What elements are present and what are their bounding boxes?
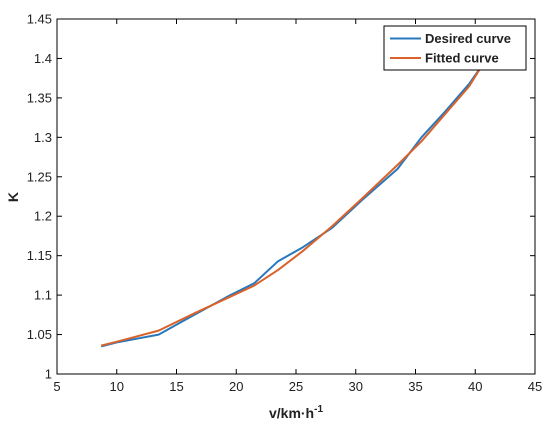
x-axis-label: v/km·h [269,405,314,421]
plot-frame [56,18,536,375]
x-tick-label: 15 [169,379,183,394]
x-tick-label: 20 [229,379,243,394]
y-axis-title: K [5,192,21,202]
legend-box [383,25,527,71]
x-axis-title: v/km·h-1 [269,404,323,421]
x-tick-label: 45 [528,379,542,394]
y-tick-label: 1.2 [34,209,52,224]
plot-area [56,18,536,375]
y-tick-label: 1.4 [34,51,52,66]
x-tick-label: 30 [349,379,363,394]
x-tick-label: 40 [468,379,482,394]
x-tick-label: 25 [289,379,303,394]
series-lines [100,64,484,348]
y-tick-label: 1.35 [27,90,52,105]
y-tick-label: 1 [45,367,52,382]
x-axis-label-superscript: -1 [314,404,323,415]
legend: Desired curve Fitted curve [383,25,527,71]
series-line-fitted-curve [100,64,484,347]
x-tick-label: 10 [110,379,124,394]
y-tick-label: 1.1 [34,288,52,303]
y-tick-label: 1.3 [34,130,52,145]
x-tick-label: 5 [53,379,60,394]
y-tick-label: 1.05 [27,327,52,342]
legend-label-fitted: Fitted curve [425,51,499,66]
y-tick-label: 1.45 [27,12,52,27]
y-tick-label: 1.25 [27,169,52,184]
y-axis-ticks: 1 1.05 1.1 1.15 1.2 1.25 1.3 1.35 1.4 1.45 [27,12,535,382]
y-tick-label: 1.15 [27,248,52,263]
x-axis-ticks: 5 10 15 20 25 30 35 40 45 [53,19,542,394]
x-tick-label: 35 [408,379,422,394]
series-line-desired-curve [100,64,484,348]
legend-label-desired: Desired curve [425,31,511,46]
